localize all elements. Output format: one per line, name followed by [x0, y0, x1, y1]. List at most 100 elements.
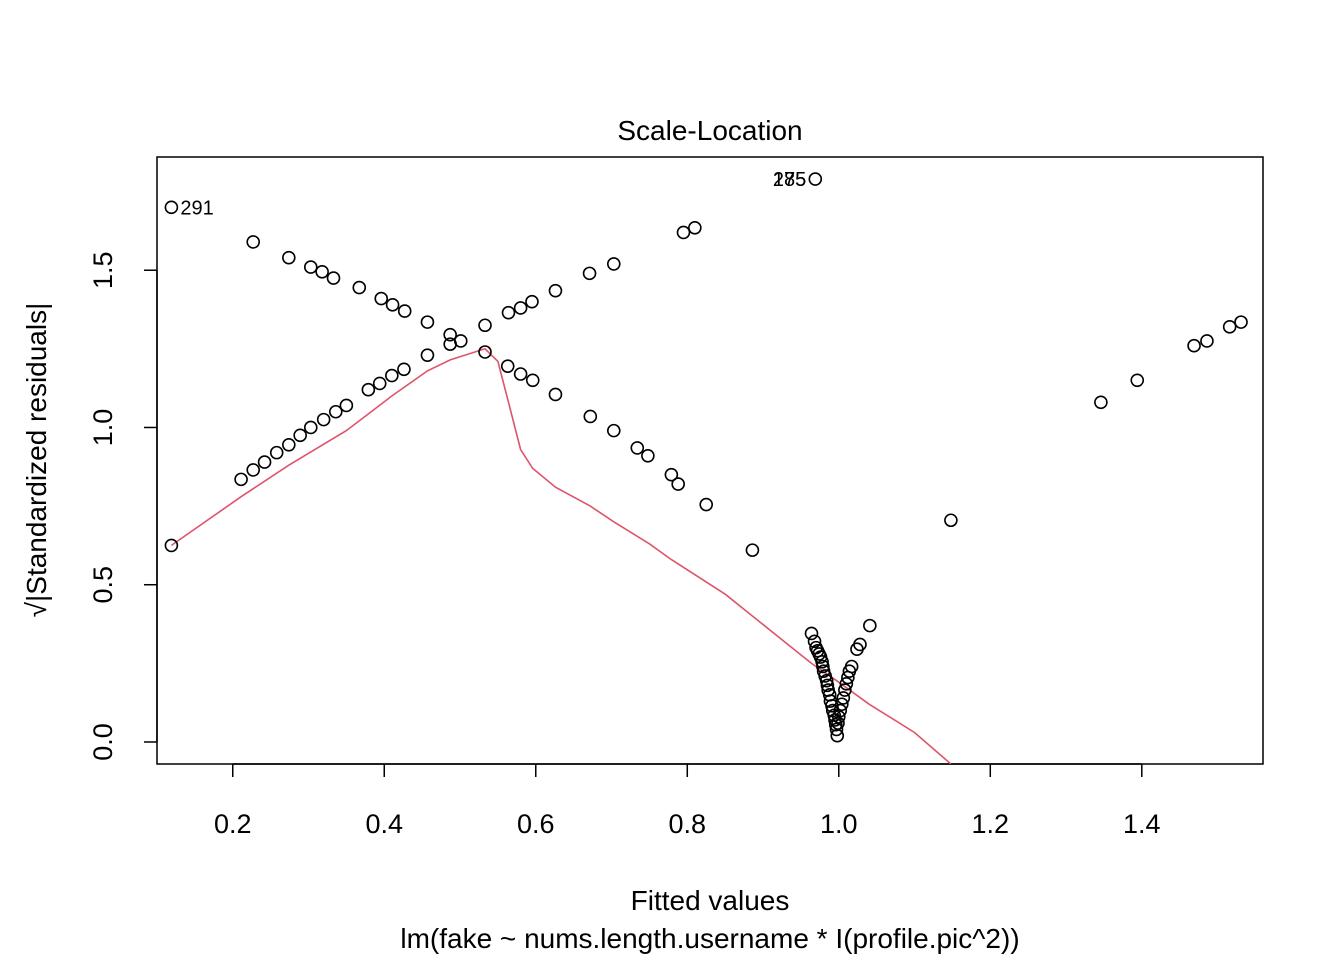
data-point [501, 305, 516, 320]
data-point [316, 412, 331, 427]
data-point [863, 618, 877, 633]
data-point [582, 266, 597, 281]
data-point [164, 200, 179, 215]
x-tick-label: 0.2 [214, 809, 252, 839]
data-point [420, 315, 435, 329]
data-point [374, 291, 389, 306]
x-tick-label: 0.4 [365, 809, 403, 839]
data-point [699, 497, 714, 512]
smoother-layer [170, 347, 952, 764]
data-point [525, 294, 539, 309]
data-point [819, 673, 834, 688]
data-point [443, 337, 457, 351]
y-tick-label: 0.5 [88, 566, 118, 604]
data-point [303, 260, 318, 274]
data-point [372, 376, 387, 391]
data-point [836, 691, 851, 705]
data-point [1187, 338, 1201, 353]
data-point [246, 463, 261, 477]
data-point [548, 387, 563, 402]
data-point [525, 373, 540, 388]
y-tick-label: 1.0 [88, 409, 118, 447]
data-point [807, 634, 822, 649]
data-point [630, 441, 645, 455]
data-point [664, 467, 679, 482]
data-point [688, 220, 702, 235]
x-tick-label: 1.4 [1123, 809, 1161, 839]
data-point [164, 538, 179, 553]
data-point [676, 225, 691, 240]
data-point [269, 445, 284, 460]
data-point [808, 172, 823, 186]
data-point [804, 626, 819, 641]
data-point [234, 472, 248, 487]
x-tick-label: 1.2 [972, 809, 1010, 839]
data-point [606, 257, 621, 271]
data-point [816, 659, 830, 674]
data-point [282, 250, 296, 265]
data-point [513, 367, 528, 381]
y-axis: 0.0 0.5 1.0 1.5 [88, 251, 158, 761]
x-axis-label: Fitted values [631, 885, 790, 916]
data-point [839, 677, 854, 691]
data-point [1094, 395, 1108, 410]
data-point [829, 722, 844, 737]
point-label: 175 [773, 169, 806, 191]
data-point [820, 678, 835, 693]
data-point [835, 697, 849, 712]
data-point [500, 359, 515, 373]
data-point [328, 404, 343, 419]
points-layer [164, 172, 1248, 743]
data-point [397, 362, 411, 377]
data-point [833, 703, 848, 718]
x-tick-label: 0.8 [669, 809, 707, 839]
point-label: 291 [180, 197, 213, 219]
data-point [443, 327, 457, 342]
point-label: 285 [773, 169, 806, 191]
data-point [420, 348, 435, 362]
data-point [513, 301, 528, 315]
data-point [831, 716, 845, 730]
x-tick-label: 0.6 [517, 809, 555, 839]
data-point [1130, 373, 1145, 388]
data-point [315, 264, 329, 279]
data-point [246, 235, 261, 249]
chart-subtitle: lm(fake ~ nums.length.username * I(profi… [400, 923, 1019, 954]
data-point [303, 420, 318, 435]
data-point [478, 318, 492, 333]
data-point [339, 398, 354, 413]
data-point [641, 448, 655, 463]
plot-frame [156, 156, 1264, 765]
y-tick-label: 0.0 [88, 723, 118, 761]
data-point [293, 428, 307, 443]
data-point [548, 283, 563, 298]
data-point [583, 409, 598, 424]
data-point [838, 683, 852, 697]
data-point [1200, 334, 1214, 348]
data-point [478, 345, 492, 359]
y-axis-label: √|Standardized residuals| [21, 303, 52, 618]
data-point [385, 298, 400, 312]
data-point [831, 710, 846, 724]
data-point [397, 304, 412, 318]
smoother-line [170, 347, 952, 764]
data-point [671, 477, 685, 491]
data-point [1234, 315, 1248, 329]
data-point [1222, 320, 1237, 334]
data-point [844, 659, 859, 674]
data-point [745, 543, 760, 557]
data-point [944, 513, 958, 528]
data-point [815, 654, 829, 669]
data-point [385, 368, 399, 383]
data-point [352, 280, 367, 295]
x-axis: 0.2 0.4 0.6 0.8 1.0 1.2 1.4 [214, 763, 1161, 839]
y-tick-label: 1.5 [88, 251, 118, 289]
data-point [326, 271, 341, 285]
data-point [361, 382, 376, 397]
data-point [606, 423, 621, 438]
data-point [853, 637, 867, 652]
data-point [257, 455, 272, 469]
chart-title: Scale-Location [617, 115, 802, 146]
